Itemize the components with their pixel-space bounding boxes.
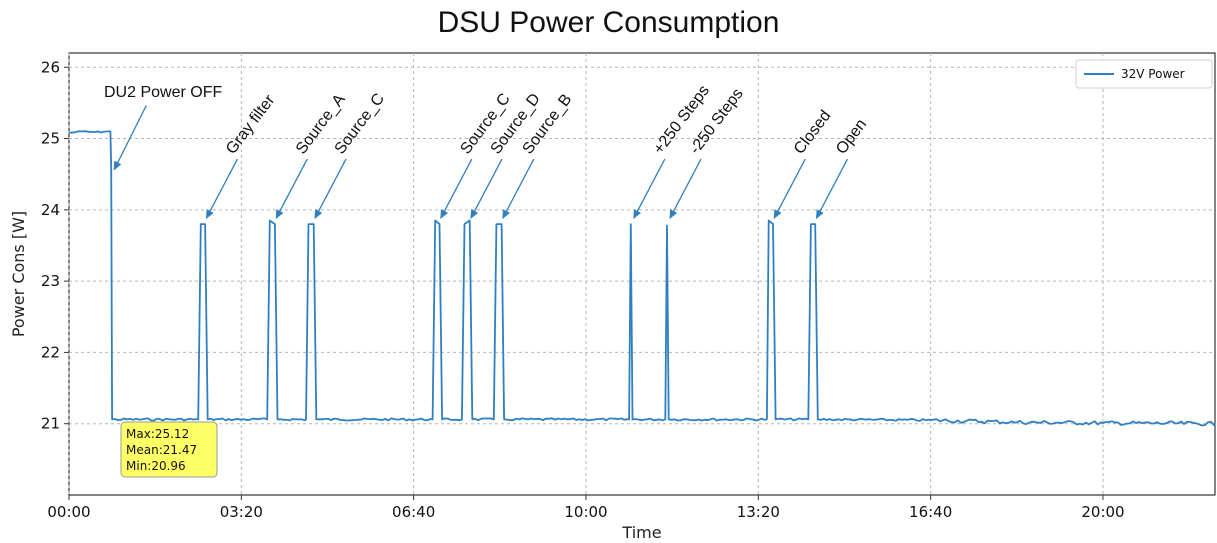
annotation-arrow bbox=[440, 158, 473, 219]
y-axis-label: Power Cons [W] bbox=[9, 211, 28, 337]
x-tick-label: 20:00 bbox=[1081, 503, 1124, 521]
annotation-arrow bbox=[205, 158, 238, 219]
annotation-arrow bbox=[633, 158, 666, 219]
x-tick-label: 06:40 bbox=[392, 503, 435, 521]
x-axis: 00:00 03:20 06:40 10:00 13:20 16:40 20:00 bbox=[47, 495, 1125, 521]
annotation-arrow bbox=[314, 158, 347, 219]
stats-line: Mean:21.47 bbox=[126, 443, 197, 457]
y-tick-label: 23 bbox=[41, 272, 60, 290]
legend-label: 32V Power bbox=[1121, 67, 1185, 81]
y-axis: 21 22 23 24 25 26 bbox=[41, 58, 69, 433]
stats-box-bg bbox=[120, 421, 218, 478]
annotation-arrow bbox=[773, 158, 806, 219]
annotation-arrow bbox=[113, 105, 147, 171]
series-line-32v-power bbox=[68, 130, 1216, 427]
x-tick-label: 03:20 bbox=[220, 503, 263, 521]
annotation-arrow bbox=[815, 158, 849, 219]
stats-line: Min:20.96 bbox=[126, 459, 186, 473]
annotation-label: DU2 Power OFF bbox=[104, 84, 222, 101]
annotation-arrow bbox=[669, 158, 702, 219]
stats-box: Max:25.12 Mean:21.47 Min:20.96 bbox=[120, 421, 218, 478]
x-axis-label: Time bbox=[621, 523, 661, 542]
y-tick-label: 24 bbox=[41, 201, 60, 219]
plot-area bbox=[68, 52, 1216, 496]
y-tick-label: 22 bbox=[41, 343, 60, 361]
legend: 32V Power bbox=[1075, 59, 1213, 89]
y-tick-label: 26 bbox=[41, 58, 60, 76]
x-tick-label: 13:20 bbox=[737, 503, 780, 521]
annotation-arrow bbox=[470, 158, 503, 219]
x-tick-label: 16:40 bbox=[909, 503, 952, 521]
y-tick-label: 21 bbox=[41, 415, 60, 433]
series-group bbox=[68, 130, 1216, 427]
x-tick-label: 10:00 bbox=[564, 503, 607, 521]
y-tick-label: 25 bbox=[41, 130, 60, 148]
annotation-arrow bbox=[502, 158, 535, 219]
annotation-arrow bbox=[275, 158, 308, 219]
chart-title: DSU Power Consumption bbox=[437, 6, 780, 39]
stats-line: Max:25.12 bbox=[126, 427, 189, 441]
x-tick-label: 00:00 bbox=[47, 503, 90, 521]
legend-box bbox=[1075, 59, 1213, 89]
